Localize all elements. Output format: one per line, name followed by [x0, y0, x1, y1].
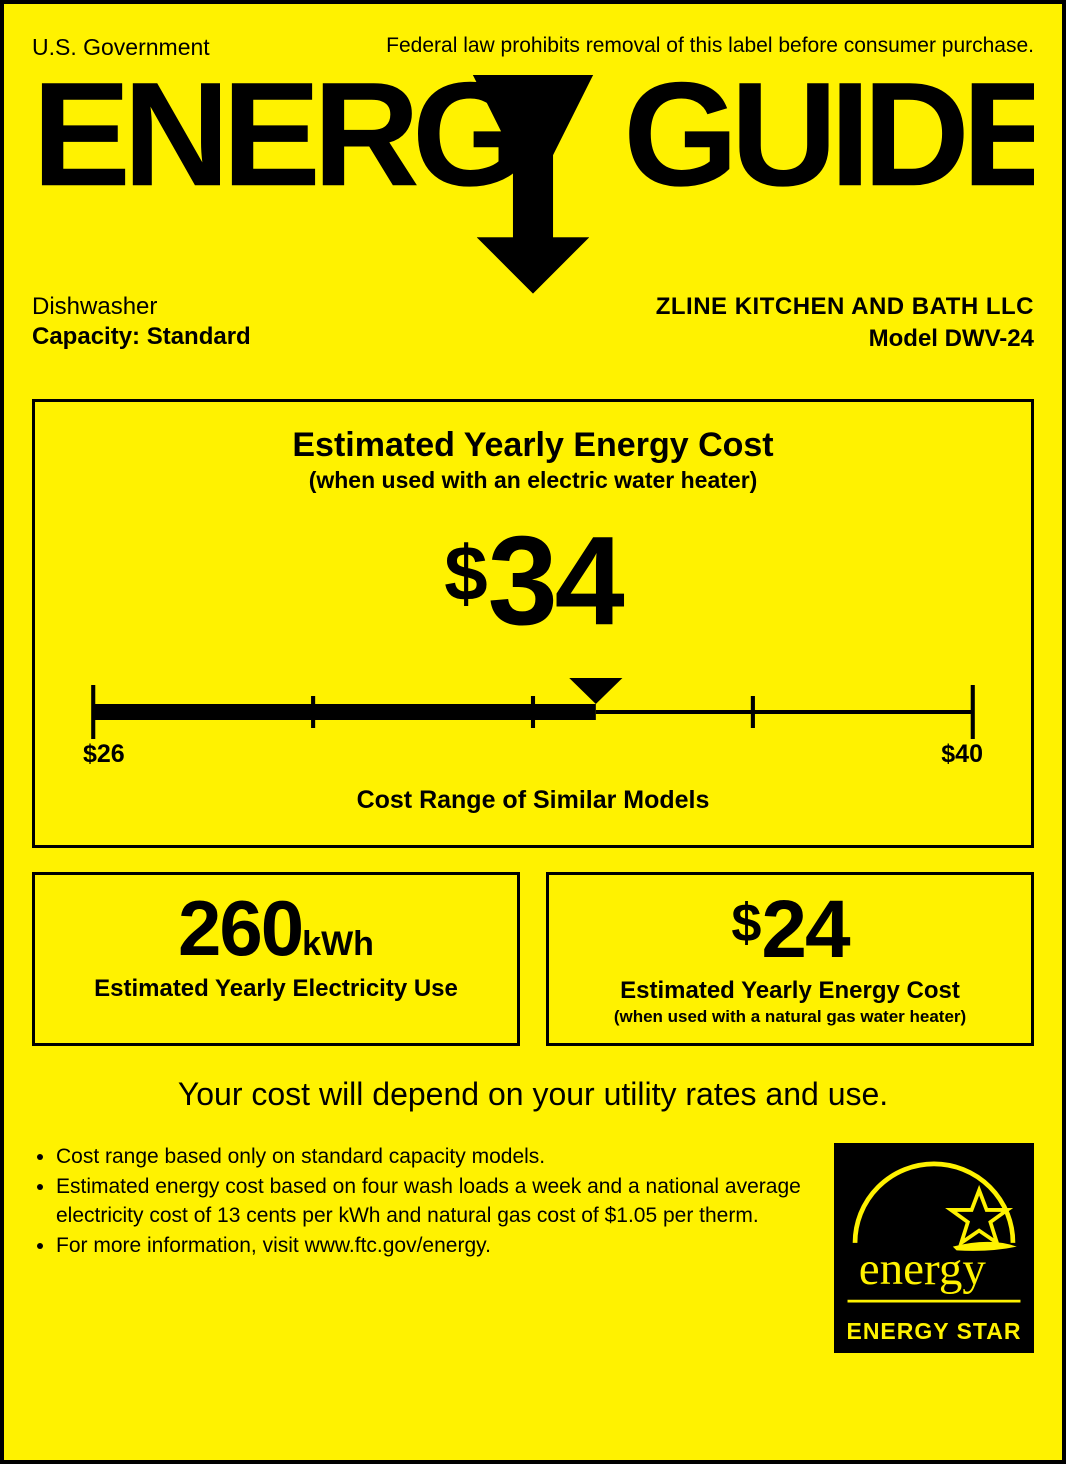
bullet-item: For more information, visit www.ftc.gov/… [56, 1232, 810, 1260]
kwh-value: 260 [178, 884, 302, 972]
scale-caption: Cost Range of Similar Models [63, 786, 1003, 815]
energyguide-label: U.S. Government Federal law prohibits re… [0, 0, 1066, 1464]
gas-caption: Estimated Yearly Energy Cost [559, 977, 1021, 1005]
gas-subcaption: (when used with a natural gas water heat… [559, 1007, 1021, 1027]
two-boxes: 260kWh Estimated Yearly Electricity Use … [32, 872, 1034, 1046]
energyguide-logo-svg: ENERG GUIDE [32, 67, 1034, 297]
svg-text:ENERG: ENERG [32, 67, 519, 217]
cost-title: Estimated Yearly Energy Cost [63, 426, 1003, 465]
capacity: Capacity: Standard [32, 323, 251, 351]
kwh-box: 260kWh Estimated Yearly Electricity Use [32, 872, 520, 1046]
kwh-unit: kWh [302, 925, 374, 963]
bullets: Cost range based only on standard capaci… [32, 1143, 810, 1262]
gas-value: 24 [761, 884, 848, 975]
depend-text: Your cost will depend on your utility ra… [32, 1076, 1034, 1113]
scale-max: $40 [941, 740, 983, 769]
energy-star-icon: energy [840, 1149, 1028, 1316]
disclaimer-text: Federal law prohibits removal of this la… [386, 34, 1034, 58]
gas-amount: $24 [559, 889, 1021, 971]
wordmark: ENERG GUIDE [32, 67, 1034, 297]
cost-value: 34 [488, 510, 622, 651]
bullet-item: Cost range based only on standard capaci… [56, 1143, 810, 1171]
gas-box: $24 Estimated Yearly Energy Cost (when u… [546, 872, 1034, 1046]
header-row: U.S. Government Federal law prohibits re… [32, 34, 1034, 61]
cost-subtitle: (when used with an electric water heater… [63, 467, 1003, 494]
scale: $26 $40 [83, 652, 983, 772]
model: Model DWV-24 [656, 325, 1034, 353]
bullet-item: Estimated energy cost based on four wash… [56, 1173, 810, 1230]
svg-text:GUIDE: GUIDE [623, 67, 1034, 217]
scale-svg [83, 652, 983, 742]
kwh-caption: Estimated Yearly Electricity Use [45, 975, 507, 1003]
footer: Cost range based only on standard capaci… [32, 1143, 1034, 1353]
scale-min: $26 [83, 740, 125, 769]
gas-currency: $ [731, 893, 761, 953]
energy-star-badge: energy ENERGY STAR [834, 1143, 1034, 1353]
energy-star-text: ENERGY STAR [846, 1318, 1021, 1345]
product-row: Dishwasher Capacity: Standard ZLINE KITC… [32, 293, 1034, 353]
gov-text: U.S. Government [32, 34, 210, 61]
kwh-line: 260kWh [45, 889, 507, 967]
product-right: ZLINE KITCHEN AND BATH LLC Model DWV-24 [656, 293, 1034, 353]
cost-amount: $34 [63, 518, 1003, 644]
energy-script: energy [859, 1243, 987, 1295]
product-left: Dishwasher Capacity: Standard [32, 293, 251, 353]
scale-labels: $26 $40 [83, 740, 983, 769]
cost-currency: $ [444, 529, 487, 617]
cost-box: Estimated Yearly Energy Cost (when used … [32, 399, 1034, 848]
